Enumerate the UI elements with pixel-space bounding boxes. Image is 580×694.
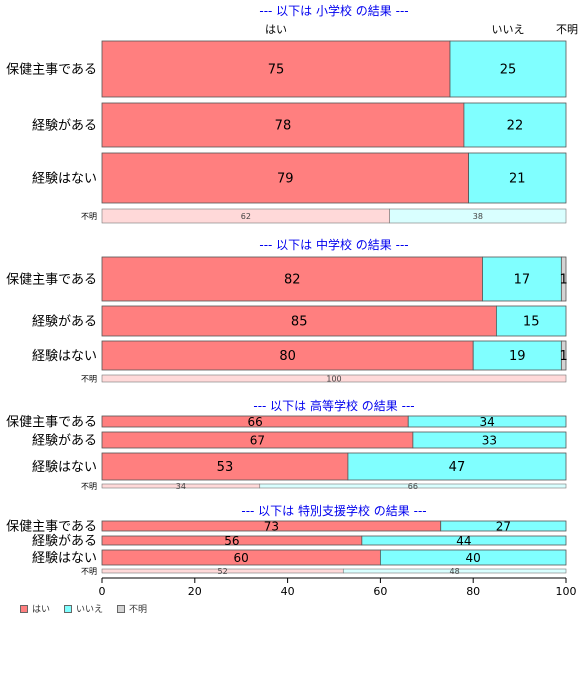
bar-segment-no: [463, 102, 567, 148]
bar-segment-no: [495, 305, 567, 337]
bar-segment-no: [361, 535, 567, 546]
x-axis-tick-label: 20: [188, 585, 202, 598]
x-axis-tick-label: 0: [99, 585, 106, 598]
bar-segment-yes: [101, 340, 474, 371]
bar-value-label-yes: 82: [284, 273, 301, 288]
bar-value-label-no: 34: [479, 415, 494, 429]
unknown-bar-value-label-yes: 34: [176, 482, 186, 491]
legend-label-yes: はい: [32, 605, 51, 615]
bar-value-label-yes: 73: [264, 519, 279, 533]
row-label: 経験がある: [32, 119, 97, 134]
bar-value-label-no: 40: [466, 551, 481, 565]
row-label: 経験はない: [32, 349, 97, 364]
bar-segment-yes: [101, 256, 483, 302]
bar-value-label-no: 44: [456, 534, 471, 548]
bar-segment-no: [468, 152, 567, 204]
unknown-bar-value-label-no: 48: [450, 567, 460, 576]
bar-segment-unknown: [560, 340, 567, 371]
bar-value-label-yes: 60: [234, 551, 249, 565]
bar-value-label-yes: 75: [268, 63, 285, 78]
bar-segment-unknown: [560, 256, 567, 302]
unknown-row-label: 不明: [81, 482, 97, 491]
row-label: 経験がある: [32, 434, 97, 449]
bar-segment-yes: [101, 102, 465, 148]
unknown-bar-value-label-no: 38: [473, 212, 483, 221]
bar-value-label-yes: 66: [247, 415, 262, 429]
bar-value-label-no: 27: [496, 519, 511, 533]
x-axis-tick-label: 80: [466, 585, 480, 598]
legend-item-no: いいえ: [64, 602, 103, 615]
bar-value-label-yes: 80: [279, 349, 296, 364]
bar-segment-no: [412, 431, 567, 449]
row-label: 保健主事である: [6, 273, 97, 288]
legend-item-yes: はい: [20, 602, 50, 615]
bar-value-label-no: 25: [500, 63, 517, 78]
bar-value-label-yes: 79: [277, 172, 294, 187]
row-label: 経験はない: [32, 551, 97, 566]
bar-value-label-no: 33: [482, 433, 497, 447]
x-axis-tick-label: 60: [373, 585, 387, 598]
unknown-row-label: 不明: [81, 375, 97, 384]
bar-value-label-yes: 56: [224, 534, 239, 548]
column-header-no: いいえ: [492, 23, 525, 36]
group-title: --- 以下は 小学校 の結果 ---: [259, 3, 408, 18]
bar-segment-no: [379, 549, 567, 566]
legend: はい いいえ 不明: [20, 602, 147, 615]
unknown-bar-segment-no: [259, 483, 567, 489]
unknown-row-label: 不明: [81, 567, 97, 576]
bar-value-label-no: 47: [449, 460, 466, 475]
unknown-bar-segment-no: [389, 208, 567, 224]
x-axis-tick-label: 100: [556, 585, 577, 598]
unknown-row-label: 不明: [81, 212, 97, 221]
bar-value-label-no: 17: [514, 273, 531, 288]
bar-segment-no: [440, 520, 567, 532]
bar-segment-no: [472, 340, 562, 371]
x-axis-tick-label: 40: [281, 585, 295, 598]
bar-value-label-yes: 53: [217, 460, 234, 475]
bar-value-label-yes: 85: [291, 315, 308, 330]
column-header-yes: はい: [265, 23, 287, 36]
group-title: --- 以下は 高等学校 の結果 ---: [253, 398, 414, 413]
bar-segment-no: [347, 452, 567, 481]
legend-swatch-yes: [20, 604, 28, 613]
row-label: 保健主事である: [6, 520, 97, 535]
bar-segment-no: [449, 40, 567, 98]
row-label: 経験がある: [32, 534, 97, 549]
legend-label-unknown: 不明: [129, 605, 148, 615]
group-title: --- 以下は 特別支援学校 の結果 ---: [241, 503, 426, 518]
unknown-bar-value-label-no: 66: [408, 482, 418, 491]
bar-value-label-yes: 67: [250, 433, 265, 447]
unknown-bar-segment-yes: [101, 374, 567, 383]
row-label: 保健主事である: [6, 415, 97, 430]
legend-item-unknown: 不明: [117, 602, 147, 615]
row-label: 経験はない: [32, 172, 97, 187]
row-label: 経験がある: [32, 315, 97, 330]
unknown-bar-value-label-yes: 62: [241, 212, 251, 221]
legend-swatch-unknown: [117, 604, 126, 613]
bar-value-label-no: 15: [523, 315, 540, 330]
group-title: --- 以下は 中学校 の結果 ---: [259, 237, 408, 252]
row-label: 経験はない: [32, 460, 97, 475]
bar-value-label-yes: 78: [275, 119, 292, 134]
bar-value-label-no: 21: [509, 172, 526, 187]
legend-swatch-no: [64, 604, 73, 613]
row-label: 保健主事である: [6, 63, 97, 78]
bar-value-label-unknown: 1: [560, 273, 568, 288]
bar-segment-no: [407, 415, 567, 428]
unknown-bar-segment-no: [342, 568, 567, 574]
bar-value-label-unknown: 1: [560, 349, 568, 364]
legend-label-no: いいえ: [76, 605, 104, 615]
bar-segment-yes: [101, 152, 469, 204]
bar-value-label-no: 19: [509, 349, 526, 364]
column-header-unknown: 不明: [556, 23, 578, 36]
unknown-bar-value-label-yes: 100: [326, 375, 341, 384]
bar-segment-no: [482, 256, 562, 302]
bar-value-label-no: 22: [507, 119, 524, 134]
bar-segment-yes: [101, 452, 349, 481]
unknown-bar-value-label-yes: 52: [218, 567, 228, 576]
bar-segment-yes: [101, 40, 451, 98]
